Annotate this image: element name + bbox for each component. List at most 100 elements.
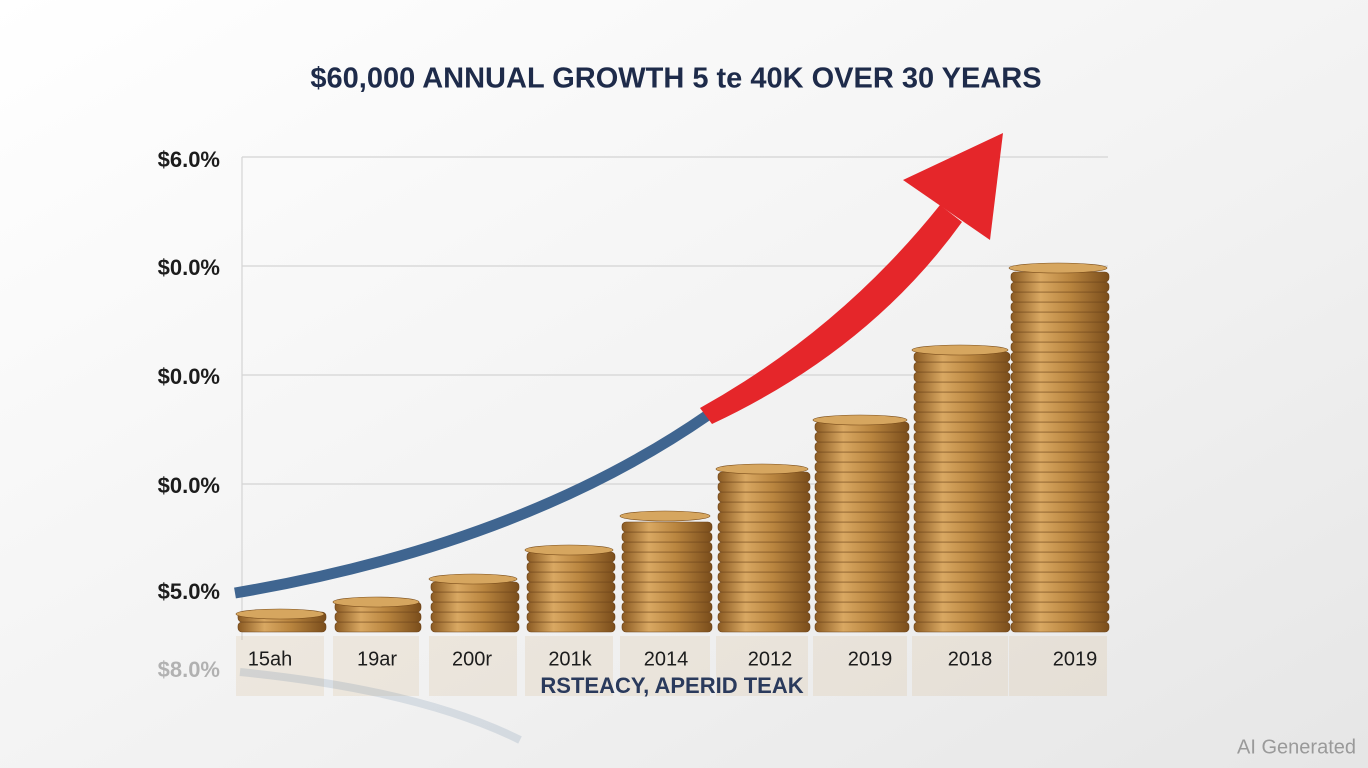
x-label: 19ar (357, 648, 397, 670)
coin (814, 501, 910, 513)
coin (717, 561, 811, 573)
coin (1010, 551, 1110, 563)
coin (621, 601, 713, 613)
coin-top (619, 510, 711, 522)
coin (913, 621, 1011, 633)
coin-stack (812, 414, 910, 696)
arrow-head (903, 133, 1003, 240)
x-label: 2012 (748, 648, 793, 670)
coin (237, 621, 327, 633)
coin (621, 551, 713, 563)
coin (526, 621, 616, 633)
x-label: 15ah (248, 648, 293, 670)
curve-reflection (239, 668, 522, 744)
coin (814, 481, 910, 493)
coin-top (715, 463, 809, 475)
coin (717, 551, 811, 563)
coin (913, 391, 1011, 403)
coin (1010, 321, 1110, 333)
coin-stack (524, 544, 616, 696)
coin (621, 581, 713, 593)
coin-top (911, 344, 1009, 356)
coin (1010, 431, 1110, 443)
coin-top (428, 573, 518, 585)
coin (1010, 351, 1110, 363)
coin (814, 581, 910, 593)
coin (814, 431, 910, 443)
coin (913, 521, 1011, 533)
coin (334, 621, 422, 633)
coin (913, 571, 1011, 583)
coin (1010, 371, 1110, 383)
x-label: 201k (548, 648, 592, 670)
coin (1010, 301, 1110, 313)
coin (913, 381, 1011, 393)
coin (717, 591, 811, 603)
growth-curve (234, 410, 712, 599)
coin (814, 461, 910, 473)
coin (814, 571, 910, 583)
x-label: 2019 (848, 648, 893, 670)
coin (814, 621, 910, 633)
coin (1010, 461, 1110, 473)
coin-reflection (1009, 636, 1107, 696)
coin (913, 401, 1011, 413)
coin (1010, 271, 1110, 283)
coin (621, 611, 713, 623)
coin (1010, 601, 1110, 613)
coin (621, 541, 713, 553)
y-label: $0.0% (158, 364, 220, 389)
coin (1010, 441, 1110, 453)
coin (1010, 591, 1110, 603)
coin (1010, 411, 1110, 423)
coin-reflection (716, 636, 808, 696)
coin (1010, 471, 1110, 483)
coin (913, 551, 1011, 563)
coin (1010, 491, 1110, 503)
coin-top (235, 608, 325, 620)
coin (717, 571, 811, 583)
x-label: 2018 (948, 648, 993, 670)
coin (430, 611, 520, 623)
growth-arrow (700, 205, 962, 424)
coin (913, 591, 1011, 603)
coin-reflection (912, 636, 1008, 696)
y-label: $0.0% (158, 255, 220, 280)
coin (717, 541, 811, 553)
coin (717, 531, 811, 543)
coin (913, 431, 1011, 443)
coin (1010, 401, 1110, 413)
coin (717, 521, 811, 533)
coin (1010, 501, 1110, 513)
coin (1010, 451, 1110, 463)
y-label: $0.0% (158, 473, 220, 498)
watermark: AI Generated (1237, 736, 1356, 758)
coin (621, 571, 713, 583)
coin (913, 441, 1011, 453)
coin (717, 511, 811, 523)
coin (1010, 581, 1110, 593)
coin (430, 621, 520, 633)
coin-stack (911, 344, 1011, 696)
coin (913, 451, 1011, 463)
coin (814, 491, 910, 503)
coin-stack (1008, 262, 1110, 696)
coin-reflection (525, 636, 613, 696)
coin (913, 421, 1011, 433)
coin-reflection (813, 636, 907, 696)
coin (1010, 381, 1110, 393)
coin (1010, 521, 1110, 533)
coin (814, 541, 910, 553)
coin (526, 581, 616, 593)
title: $60,000 ANNUAL GROWTH 5 te 40K OVER 30 Y… (310, 63, 1041, 95)
coin (913, 411, 1011, 423)
coin (1010, 611, 1110, 623)
coin (913, 491, 1011, 503)
coin-reflection (429, 636, 517, 696)
coin (526, 611, 616, 623)
coin (621, 561, 713, 573)
coin (621, 531, 713, 543)
coin-stack (332, 596, 422, 696)
coin (913, 471, 1011, 483)
